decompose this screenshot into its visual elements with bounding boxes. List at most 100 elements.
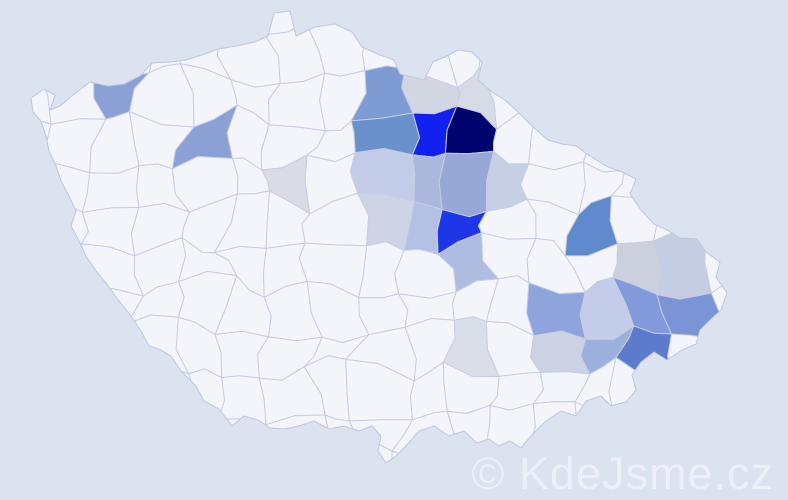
district-cell <box>219 11 266 36</box>
district-cell <box>752 26 788 84</box>
district-cell-highlighted <box>530 330 591 375</box>
district-cell <box>745 152 788 201</box>
district-cell <box>81 288 144 329</box>
district-cell <box>615 416 679 461</box>
district-cell <box>31 360 50 417</box>
district-cell <box>314 441 369 463</box>
district-cell <box>43 403 106 459</box>
district-cell <box>439 11 486 46</box>
district-cell <box>391 450 452 463</box>
district-cell <box>754 78 788 132</box>
district-cell <box>709 151 727 195</box>
district-cell <box>446 404 491 461</box>
district-cell <box>443 449 493 463</box>
district-cell <box>42 243 86 296</box>
district-cell <box>522 21 577 87</box>
district-cell-highlighted <box>438 150 495 218</box>
district-cell <box>701 115 727 166</box>
district-cell <box>757 334 788 381</box>
district-cell <box>257 450 327 463</box>
district-cell <box>31 438 47 463</box>
district-cell <box>652 191 718 242</box>
district-cell <box>188 368 226 420</box>
district-cell <box>667 333 724 378</box>
district-cell <box>48 316 104 369</box>
district-cell <box>658 25 719 82</box>
district-cell <box>31 194 44 254</box>
district-cell <box>31 316 51 367</box>
district-cell <box>669 404 723 463</box>
district-cell <box>757 377 788 423</box>
district-cell <box>613 71 680 128</box>
district-cell <box>745 190 788 240</box>
district-cell <box>126 400 194 462</box>
district-cell <box>719 358 727 424</box>
district-cell <box>753 442 788 490</box>
district-cell <box>575 76 624 118</box>
district-cell <box>31 242 54 291</box>
district-cell <box>659 164 720 195</box>
district-cell <box>617 11 677 32</box>
district-cell <box>44 360 104 412</box>
district-cell <box>222 441 279 463</box>
district-cell <box>82 360 135 406</box>
district-cell <box>608 357 679 424</box>
district-cell <box>704 231 727 294</box>
district-cell <box>569 453 632 463</box>
district-cell <box>757 405 788 461</box>
district-cell <box>31 154 45 199</box>
district-cell <box>31 11 52 42</box>
district-cell <box>658 71 719 133</box>
district-cell <box>38 41 99 74</box>
district-cell <box>31 403 46 446</box>
district-cell <box>31 281 54 328</box>
district-cell <box>82 395 135 463</box>
district-cell <box>616 446 675 463</box>
district-cell <box>31 65 52 125</box>
district-cell <box>218 418 267 452</box>
district-cell <box>49 289 89 329</box>
district-cell <box>660 120 720 171</box>
district-cell <box>363 11 416 34</box>
district-cell <box>697 35 727 82</box>
district-cell <box>484 403 536 461</box>
district-cell <box>703 441 727 463</box>
district-cell <box>705 185 727 235</box>
district-cell-highlighted <box>652 231 712 300</box>
district-cell <box>46 11 100 48</box>
district-cell <box>622 115 680 175</box>
district-cell <box>697 11 727 45</box>
district-cell <box>361 27 416 72</box>
district-cell <box>31 34 52 72</box>
district-cell <box>88 11 147 46</box>
district-cell <box>564 11 623 32</box>
district-cell <box>752 0 788 39</box>
district-cell <box>669 446 717 463</box>
district-cell <box>126 456 194 463</box>
district-cell <box>180 441 237 463</box>
country-outline <box>30 10 728 464</box>
district-cell <box>484 449 543 463</box>
district-cell <box>401 11 445 34</box>
district-cell <box>754 124 788 171</box>
district-cell <box>564 21 625 87</box>
district-cell <box>582 115 626 173</box>
district-cell <box>717 335 727 377</box>
district-cell <box>528 103 590 171</box>
district-cell <box>476 32 531 70</box>
district-cell <box>701 76 727 125</box>
district-cell <box>96 456 131 463</box>
district-cell <box>617 24 676 80</box>
district-cell <box>476 11 546 46</box>
district-cell <box>751 234 788 294</box>
district-cell <box>81 323 138 369</box>
district-cell <box>674 11 724 40</box>
district-cell <box>703 404 727 463</box>
district-cell <box>141 11 190 40</box>
district-cell <box>81 165 140 213</box>
district-cell <box>177 11 240 40</box>
district-cell <box>525 452 578 463</box>
district-cell <box>524 66 586 118</box>
